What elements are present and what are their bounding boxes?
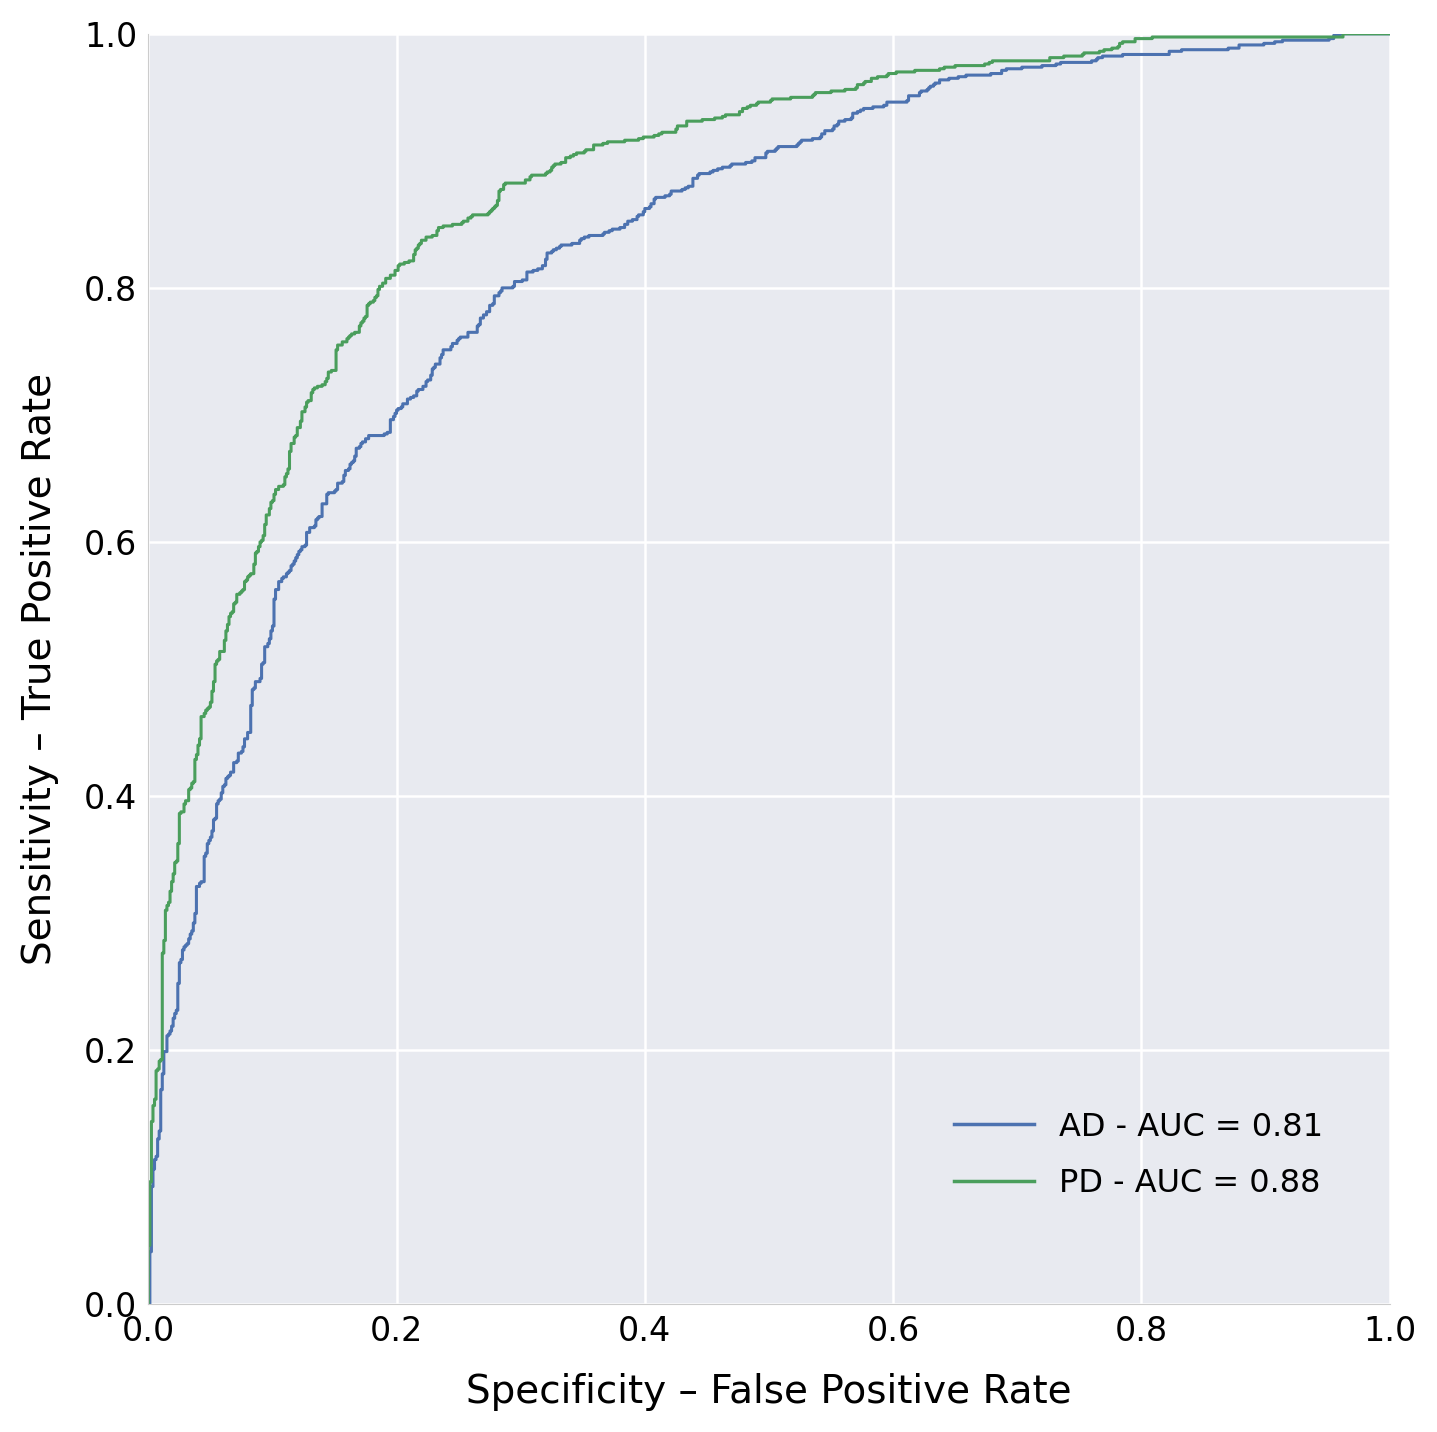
- AD - AUC = 0.81: [1331, 26, 1348, 43]
- PD - AUC = 0.88: [251, 536, 269, 553]
- PD - AUC = 0.88: [139, 1296, 157, 1313]
- PD - AUC = 0.88: [1335, 26, 1352, 43]
- Legend: AD - AUC = 0.81, PD - AUC = 0.88: AD - AUC = 0.81, PD - AUC = 0.88: [941, 1098, 1336, 1211]
- AD - AUC = 0.81: [606, 221, 624, 238]
- AD - AUC = 0.81: [279, 564, 296, 581]
- Y-axis label: Sensitivity – True Positive Rate: Sensitivity – True Positive Rate: [20, 372, 59, 965]
- AD - AUC = 0.81: [257, 639, 274, 656]
- AD - AUC = 0.81: [149, 1148, 167, 1166]
- PD - AUC = 0.88: [283, 437, 300, 454]
- X-axis label: Specificity – False Positive Rate: Specificity – False Positive Rate: [466, 1373, 1072, 1411]
- Line: AD - AUC = 0.81: AD - AUC = 0.81: [148, 34, 1390, 1305]
- PD - AUC = 0.88: [142, 1141, 160, 1158]
- Line: PD - AUC = 0.88: PD - AUC = 0.88: [148, 34, 1390, 1305]
- PD - AUC = 0.88: [224, 603, 241, 620]
- PD - AUC = 0.88: [1004, 52, 1022, 69]
- PD - AUC = 0.88: [1381, 26, 1398, 43]
- AD - AUC = 0.81: [139, 1296, 157, 1313]
- AD - AUC = 0.81: [1012, 60, 1029, 77]
- PD - AUC = 0.88: [545, 158, 562, 175]
- AD - AUC = 0.81: [328, 483, 345, 500]
- AD - AUC = 0.81: [1381, 26, 1398, 43]
